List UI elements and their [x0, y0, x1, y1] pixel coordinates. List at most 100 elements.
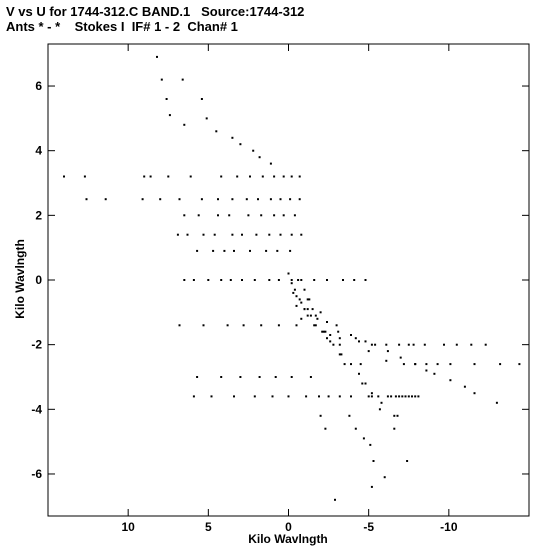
uv-point	[338, 337, 341, 340]
uv-point	[160, 78, 163, 81]
uv-point	[200, 98, 203, 100]
uv-point	[290, 175, 293, 178]
uv-point	[183, 123, 186, 126]
uv-point	[293, 214, 296, 217]
uv-point	[178, 324, 181, 327]
uv-point	[407, 343, 410, 346]
uv-point	[282, 175, 285, 178]
uv-point	[298, 175, 301, 178]
uv-point	[303, 288, 306, 291]
y-tick-label: 4	[35, 144, 42, 158]
uv-point	[393, 427, 396, 430]
uv-point	[273, 214, 276, 217]
uv-point	[367, 395, 370, 398]
uv-point	[261, 175, 264, 178]
uv-point	[255, 233, 258, 236]
uv-point	[210, 395, 213, 398]
uv-point	[293, 288, 296, 291]
uv-point	[282, 214, 285, 217]
uv-point	[423, 343, 426, 346]
uv-point	[334, 498, 336, 501]
uv-point	[231, 136, 234, 139]
uv-point	[289, 198, 292, 201]
uv-point	[252, 149, 255, 152]
uv-point	[407, 395, 410, 398]
uv-point	[385, 343, 388, 346]
uv-point	[287, 395, 290, 398]
uv-point	[183, 214, 186, 217]
uv-point	[386, 350, 389, 353]
uv-point	[402, 363, 405, 366]
uv-point	[274, 376, 277, 378]
uv-point	[181, 78, 184, 81]
uv-point	[268, 279, 271, 281]
uv-point	[226, 324, 229, 327]
uv-point	[212, 249, 215, 252]
uv-point	[361, 382, 364, 385]
uv-point	[303, 308, 306, 311]
uv-point	[260, 324, 263, 327]
uv-point	[309, 376, 312, 378]
uv-point	[269, 162, 272, 165]
uv-point	[149, 175, 152, 178]
x-tick-label: 5	[205, 520, 212, 534]
uv-point	[394, 395, 397, 398]
uv-point	[298, 198, 301, 201]
uv-point	[233, 395, 235, 398]
x-axis: 10 5 0 -5 -10	[121, 44, 458, 534]
uv-point	[202, 324, 205, 327]
uv-point	[470, 343, 473, 346]
uv-point	[358, 372, 360, 375]
uv-point	[412, 343, 415, 346]
uv-point	[314, 314, 317, 317]
uv-point	[143, 175, 146, 178]
uv-point	[279, 233, 282, 236]
uv-point	[401, 395, 404, 398]
uv-point	[348, 414, 351, 417]
uv-point	[404, 395, 407, 398]
uv-point	[233, 249, 235, 252]
uv-point	[268, 233, 271, 236]
uv-point	[326, 321, 328, 323]
uv-point	[104, 198, 107, 201]
uv-point	[236, 175, 239, 178]
uv-point	[245, 198, 248, 201]
uv-point	[269, 198, 272, 201]
uv-point	[463, 385, 466, 388]
uv-point	[292, 291, 295, 294]
x-tick-label: 0	[285, 520, 292, 534]
uv-point	[338, 343, 341, 346]
uv-point	[398, 343, 401, 346]
uv-point	[386, 395, 389, 398]
uv-point	[396, 414, 399, 417]
uv-point	[260, 214, 263, 217]
uv-point	[436, 363, 439, 366]
uv-point	[253, 279, 256, 281]
uv-point	[178, 198, 181, 201]
uv-point	[247, 214, 250, 217]
uv-point	[329, 340, 332, 343]
uv-point	[390, 395, 393, 398]
uv-point	[305, 395, 308, 398]
uv-point	[63, 175, 65, 178]
uv-point	[311, 308, 314, 311]
uv-point	[370, 485, 373, 488]
uv-point	[414, 363, 417, 366]
plot-frame	[47, 43, 530, 517]
uv-point	[207, 279, 210, 281]
y-axis: 6 4 2 0 -2 -4 -6	[31, 79, 529, 481]
uv-point	[176, 233, 179, 236]
uv-point	[473, 392, 476, 395]
uv-point	[258, 156, 261, 159]
uv-point	[290, 282, 293, 285]
uv-point	[279, 198, 282, 201]
uv-point	[380, 401, 383, 404]
uv-point	[319, 311, 322, 314]
uv-point	[362, 437, 365, 440]
uv-point	[383, 476, 386, 479]
uv-point	[449, 363, 452, 366]
uv-point	[141, 198, 144, 201]
uv-point	[265, 249, 268, 252]
uv-point	[350, 395, 352, 398]
